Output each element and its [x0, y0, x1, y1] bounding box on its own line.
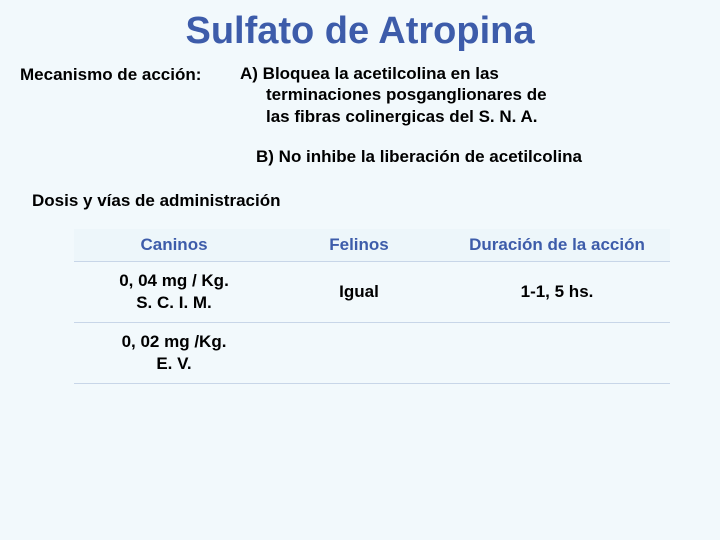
- mechanism-b: B) No inhibe la liberación de acetilcoli…: [20, 147, 700, 167]
- cell-caninos-2-line2: E. V.: [84, 353, 264, 375]
- cell-caninos-1: 0, 04 mg / Kg. S. C. I. M.: [74, 261, 274, 322]
- mechanism-a-cont1: terminaciones posganglionares de: [240, 84, 630, 105]
- mechanism-row: Mecanismo de acción: A) Bloquea la aceti…: [20, 63, 700, 127]
- cell-duracion-1: 1-1, 5 hs.: [444, 261, 670, 322]
- mechanism-a-lead: A) Bloquea la acetilcolina en las: [240, 64, 499, 83]
- dosis-label: Dosis y vías de administración: [20, 191, 700, 211]
- slide-root: Sulfato de Atropina Mecanismo de acción:…: [0, 0, 720, 540]
- mechanism-a-cont2: las fibras colinergicas del S. N. A.: [240, 106, 630, 127]
- table-row: 0, 04 mg / Kg. S. C. I. M. Igual 1-1, 5 …: [74, 261, 670, 322]
- col-header-duracion: Duración de la acción: [444, 229, 670, 262]
- col-header-felinos: Felinos: [274, 229, 444, 262]
- cell-duracion-2: [444, 322, 670, 383]
- dosage-table: Caninos Felinos Duración de la acción 0,…: [74, 229, 670, 384]
- table-row: 0, 02 mg /Kg. E. V.: [74, 322, 670, 383]
- cell-felinos-1: Igual: [274, 261, 444, 322]
- cell-caninos-1-line1: 0, 04 mg / Kg.: [84, 270, 264, 292]
- table-header-row: Caninos Felinos Duración de la acción: [74, 229, 670, 262]
- cell-caninos-2: 0, 02 mg /Kg. E. V.: [74, 322, 274, 383]
- mechanism-a: A) Bloquea la acetilcolina en las termin…: [240, 63, 630, 127]
- cell-caninos-1-line2: S. C. I. M.: [84, 292, 264, 314]
- cell-caninos-2-line1: 0, 02 mg /Kg.: [84, 331, 264, 353]
- col-header-caninos: Caninos: [74, 229, 274, 262]
- slide-title: Sulfato de Atropina: [20, 10, 700, 53]
- cell-felinos-2: [274, 322, 444, 383]
- dosage-table-wrap: Caninos Felinos Duración de la acción 0,…: [20, 229, 700, 384]
- mechanism-label: Mecanismo de acción:: [20, 63, 240, 85]
